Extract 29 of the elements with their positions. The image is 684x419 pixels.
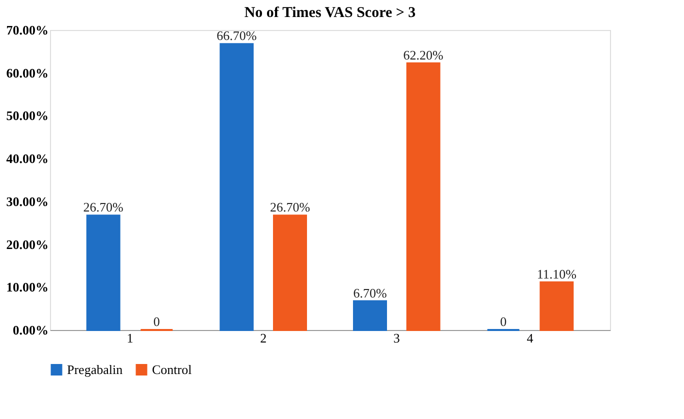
- data-label: 26.70%: [270, 200, 310, 215]
- legend-label: Control: [152, 362, 192, 377]
- bar: [273, 214, 307, 331]
- bar: [220, 43, 254, 331]
- y-tick-label: 30.00%: [6, 194, 48, 209]
- legend-label: Pregabalin: [67, 362, 124, 377]
- bar: [353, 300, 387, 331]
- x-tick-label: 3: [393, 330, 400, 346]
- y-tick-label: 40.00%: [6, 151, 48, 166]
- data-label: 6.70%: [353, 285, 387, 300]
- bar: [86, 214, 120, 331]
- y-tick-label: 0.00%: [12, 322, 48, 338]
- data-label: 26.70%: [83, 200, 124, 215]
- data-label: 0: [500, 314, 507, 329]
- y-tick-label: 70.00%: [6, 22, 48, 38]
- y-tick-label: 60.00%: [6, 65, 48, 80]
- data-label: 62.20%: [403, 47, 444, 62]
- data-label: 0: [153, 314, 160, 329]
- data-label: 66.70%: [216, 28, 257, 44]
- y-tick-label: 20.00%: [6, 236, 48, 252]
- x-tick-label: 1: [126, 330, 134, 346]
- chart-title: No of Times VAS Score > 3: [244, 5, 416, 21]
- bar: [406, 62, 440, 331]
- y-tick-label: 10.00%: [6, 280, 48, 295]
- data-label: 11.10%: [536, 266, 577, 282]
- bar: [540, 281, 574, 331]
- y-tick-label: 50.00%: [6, 108, 48, 124]
- x-tick-label: 4: [526, 330, 534, 346]
- x-tick-label: 2: [260, 330, 267, 346]
